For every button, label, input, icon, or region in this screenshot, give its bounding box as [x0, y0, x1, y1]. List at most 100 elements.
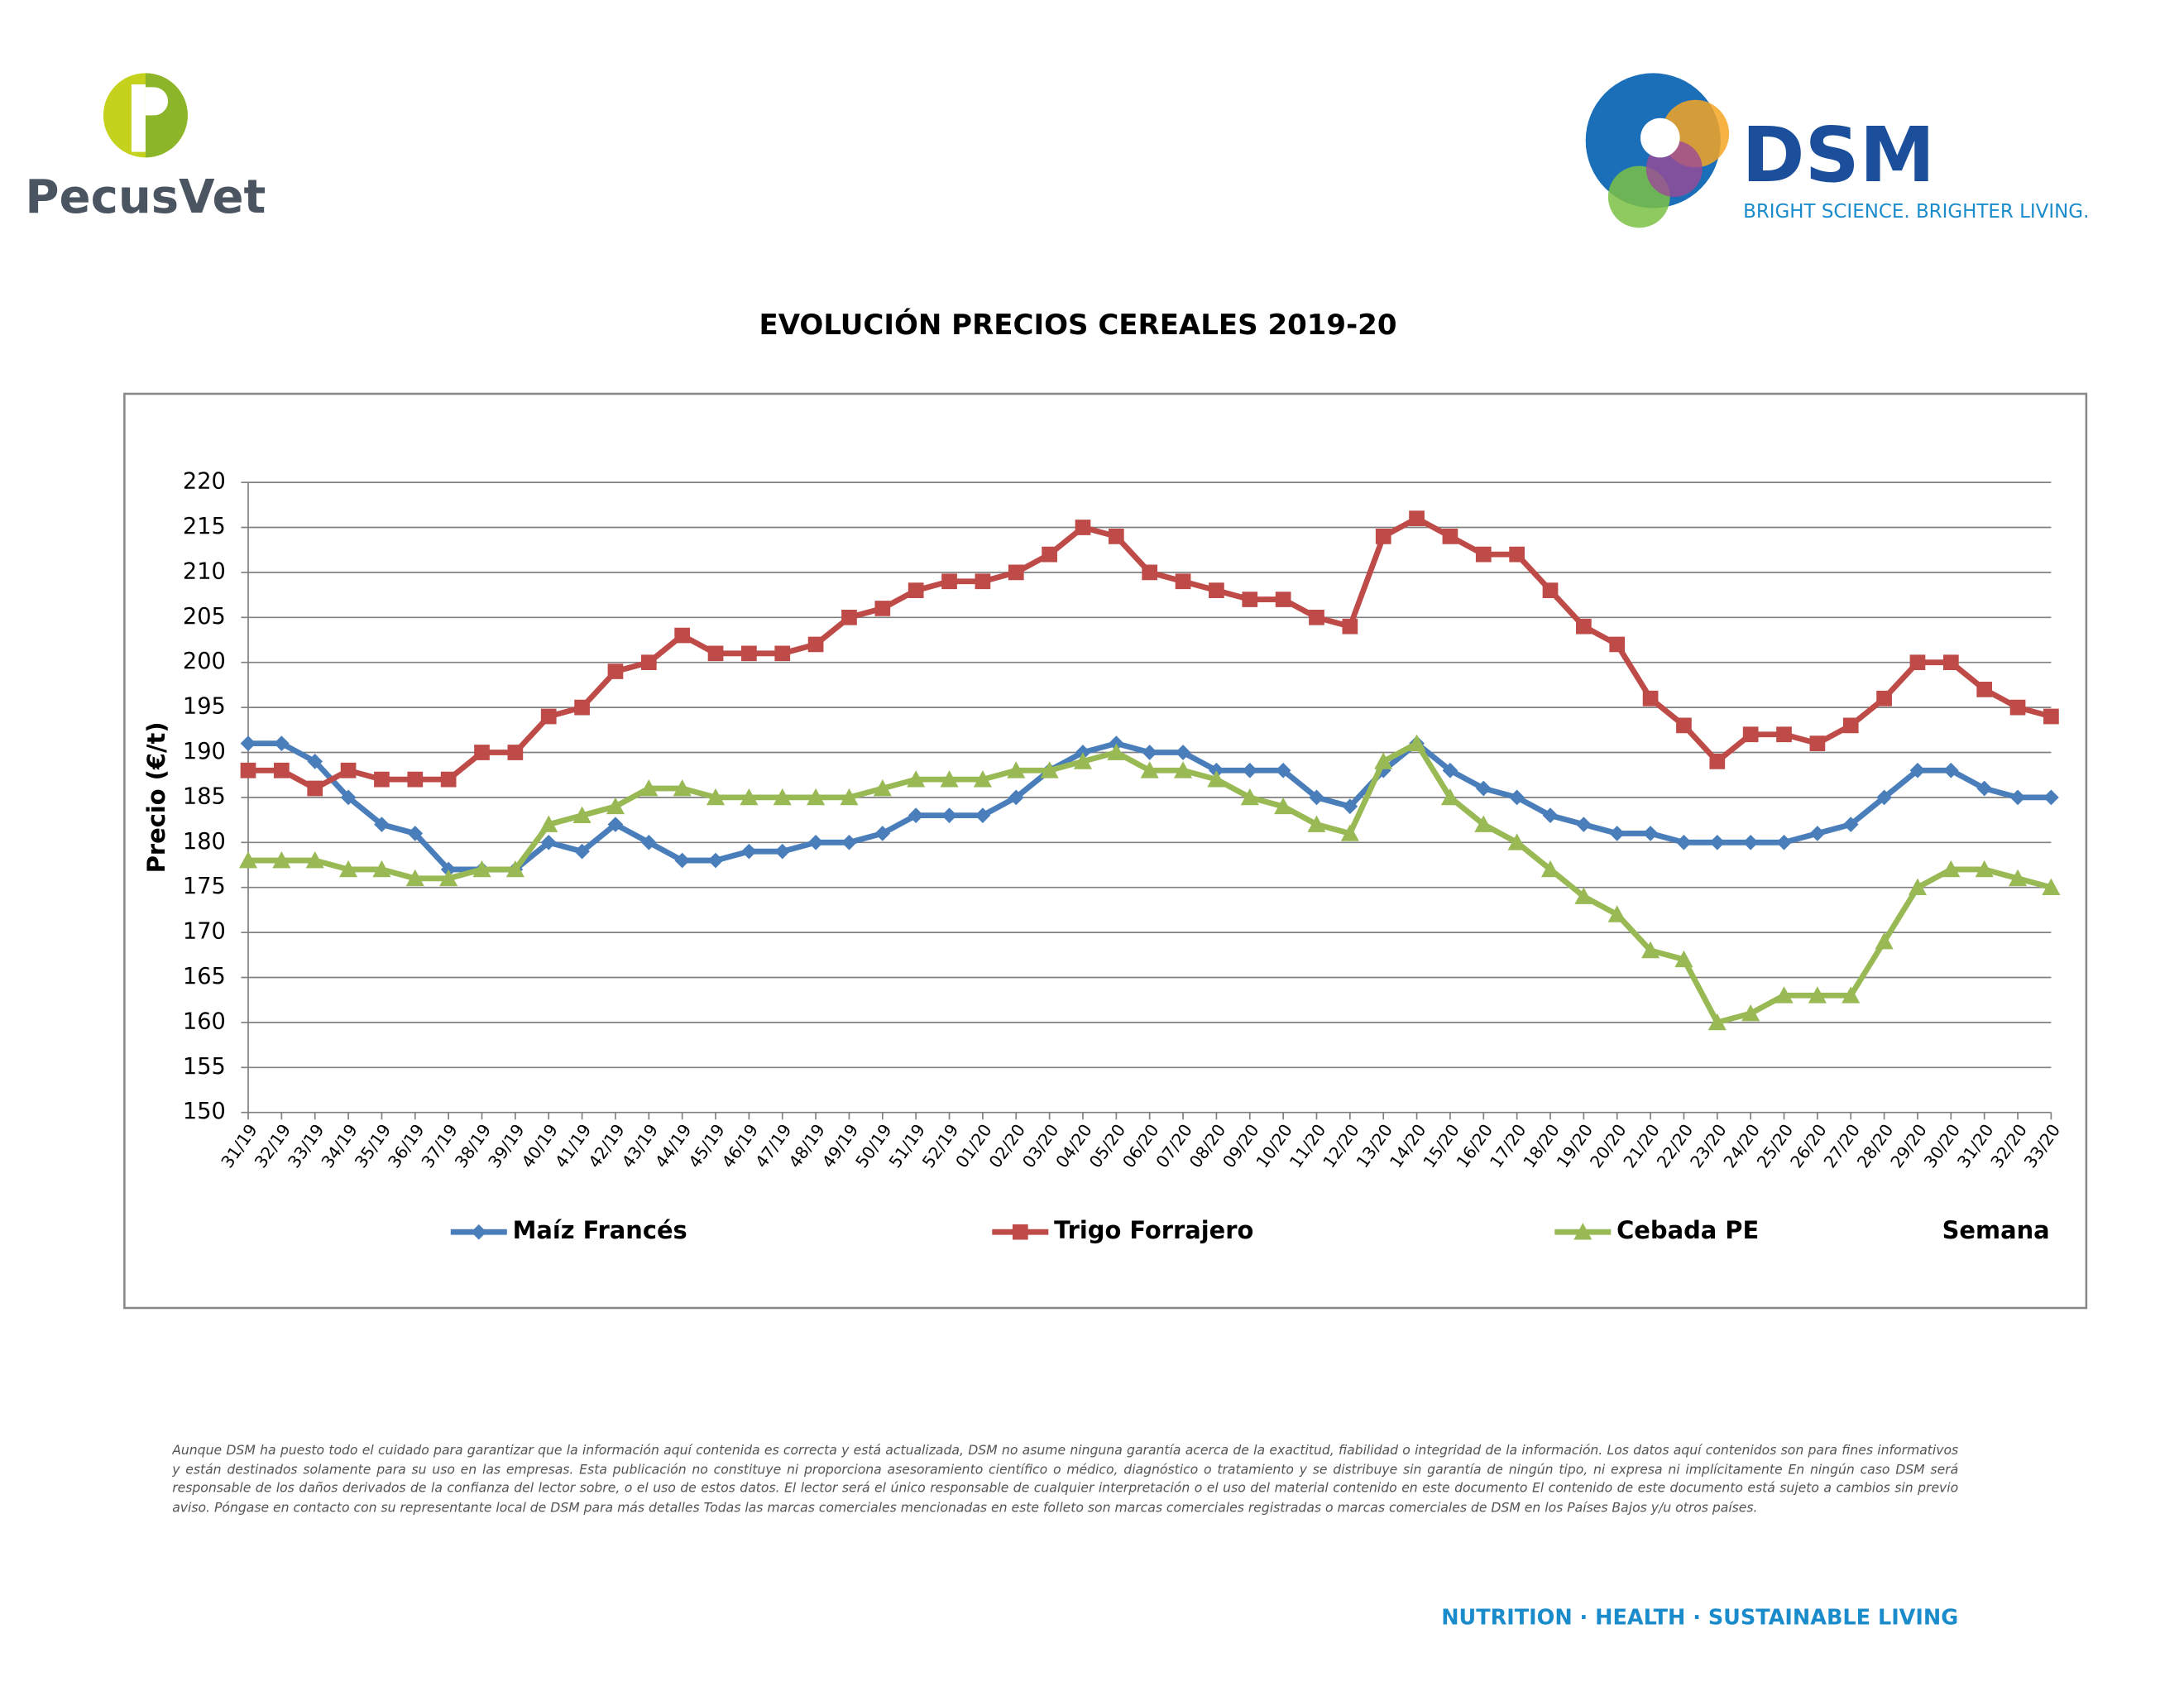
- marker: [907, 770, 926, 788]
- marker: [840, 788, 859, 806]
- marker: [405, 869, 424, 887]
- marker: [1976, 780, 1993, 797]
- marker: [1742, 726, 1759, 743]
- marker: [1909, 762, 1926, 778]
- marker: [240, 762, 256, 778]
- pecusvet-logo: PecusVet: [25, 73, 266, 224]
- chart-title: EVOLUCIÓN PRECIOS CEREALES 2019-20: [759, 308, 1396, 342]
- y-tick-label: 205: [183, 604, 226, 630]
- marker: [1642, 690, 1659, 707]
- marker: [1440, 788, 1459, 806]
- marker: [1576, 618, 1592, 635]
- marker: [2042, 878, 2061, 896]
- marker: [1774, 986, 1794, 1004]
- marker: [841, 834, 857, 850]
- marker: [1509, 789, 1525, 806]
- marker: [307, 780, 323, 797]
- marker: [975, 573, 991, 590]
- y-tick-label: 190: [183, 739, 226, 764]
- y-tick-label: 160: [183, 1008, 226, 1034]
- marker: [1607, 905, 1626, 922]
- marker: [941, 573, 957, 590]
- marker: [1509, 546, 1525, 563]
- y-tick-label: 165: [183, 964, 226, 989]
- marker: [1442, 762, 1458, 778]
- marker: [1142, 564, 1158, 581]
- marker: [1576, 817, 1592, 832]
- y-tick-label: 215: [183, 514, 226, 539]
- marker: [1175, 573, 1191, 590]
- marker: [874, 826, 891, 841]
- marker: [1474, 815, 1493, 832]
- marker: [1741, 1004, 1760, 1022]
- marker: [2009, 789, 2026, 806]
- marker: [707, 645, 724, 662]
- marker: [673, 778, 692, 797]
- marker: [607, 663, 624, 679]
- marker: [674, 627, 691, 644]
- marker: [1676, 717, 1692, 734]
- marker: [1242, 592, 1258, 607]
- y-tick-label: 150: [183, 1099, 226, 1124]
- marker: [774, 843, 791, 860]
- marker: [1809, 826, 1826, 841]
- y-tick-label: 220: [183, 469, 226, 495]
- marker: [372, 860, 391, 878]
- marker: [2008, 869, 2028, 887]
- logo-text: DSM: [1741, 111, 1935, 199]
- marker: [1309, 789, 1324, 806]
- marker: [1674, 950, 1693, 968]
- marker: [1573, 1223, 1592, 1240]
- marker: [940, 770, 959, 788]
- marker: [1942, 762, 1959, 778]
- marker: [1475, 546, 1492, 563]
- marker: [574, 843, 590, 860]
- marker: [240, 735, 256, 751]
- marker: [640, 654, 657, 671]
- marker: [305, 851, 324, 869]
- marker: [1142, 745, 1158, 760]
- y-tick-label: 200: [183, 649, 226, 674]
- marker: [674, 852, 691, 869]
- marker: [874, 601, 891, 616]
- marker: [975, 807, 991, 824]
- plot: 150 155 160 165 170 175 180 185 190 195 200 205 210 2…: [183, 469, 2064, 1245]
- marker: [1174, 761, 1193, 778]
- marker: [873, 778, 892, 797]
- marker: [1007, 761, 1026, 778]
- marker: [505, 860, 524, 878]
- marker: [1407, 734, 1426, 751]
- disclaimer: Aunque DSM ha puesto todo el cuidado par…: [172, 1443, 1959, 1516]
- dsm-logo: DSM BRIGHT SCIENCE. BRIGHTER LIVING.: [1585, 73, 2089, 228]
- y-tick-label: 175: [183, 874, 226, 899]
- marker: [740, 788, 759, 806]
- marker: [607, 817, 624, 832]
- marker: [2043, 708, 2059, 725]
- marker: [1307, 815, 1326, 832]
- marker: [774, 645, 791, 662]
- marker: [1540, 860, 1560, 878]
- marker: [606, 797, 625, 815]
- marker: [773, 788, 792, 806]
- marker: [1776, 726, 1792, 743]
- marker: [1842, 717, 1859, 734]
- legend-label: Maíz Francés: [513, 1216, 687, 1244]
- marker: [1542, 807, 1559, 824]
- marker: [2009, 699, 2026, 716]
- y-tick-label: 195: [183, 694, 226, 720]
- marker: [1340, 824, 1359, 841]
- marker: [1742, 834, 1759, 850]
- marker: [474, 745, 490, 760]
- footer-tagline: NUTRITION · HEALTH · SUSTAINABLE LIVING: [1441, 1606, 1958, 1631]
- marker: [1442, 529, 1458, 544]
- marker: [1107, 743, 1126, 760]
- marker: [1842, 817, 1859, 832]
- marker: [1040, 761, 1059, 778]
- marker: [1641, 941, 1660, 959]
- marker: [741, 843, 757, 860]
- marker: [274, 762, 290, 778]
- marker: [1309, 609, 1324, 625]
- marker: [706, 788, 726, 806]
